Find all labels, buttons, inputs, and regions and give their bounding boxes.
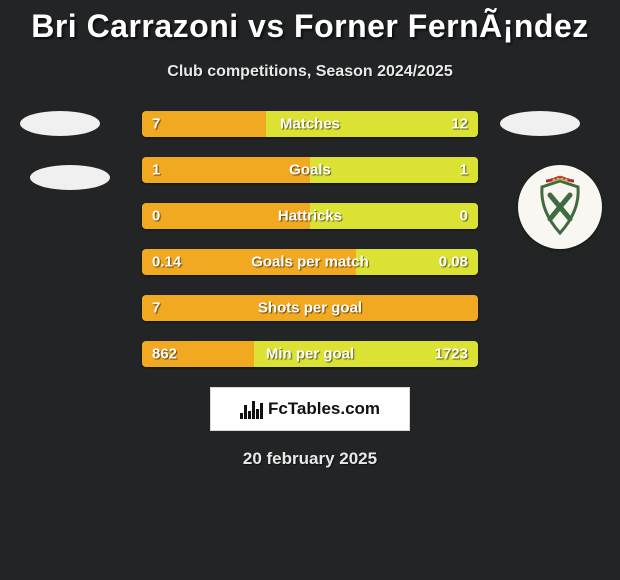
- stat-value-right: 0: [460, 208, 468, 225]
- stat-label: Hattricks: [278, 208, 342, 225]
- stat-row: 0 0 Hattricks: [142, 203, 478, 229]
- player-right-avatar-1: [500, 111, 580, 136]
- bars-icon: [240, 399, 264, 419]
- stat-value-right: 1723: [435, 346, 468, 363]
- stat-row: 7 12 Matches: [142, 111, 478, 137]
- bar-right: [310, 157, 478, 183]
- attribution: FcTables.com: [210, 387, 410, 431]
- stat-value-right: 12: [451, 116, 468, 133]
- stat-row: 7 Shots per goal: [142, 295, 478, 321]
- attribution-text: FcTables.com: [268, 399, 380, 419]
- player-left-avatar-2: [30, 165, 110, 190]
- date: 20 february 2025: [0, 449, 620, 469]
- stat-label: Min per goal: [266, 346, 354, 363]
- stat-value-right: 1: [460, 162, 468, 179]
- player-left-avatar-1: [20, 111, 100, 136]
- stat-row: 862 1723 Min per goal: [142, 341, 478, 367]
- stat-value-left: 1: [152, 162, 160, 179]
- shield-icon: [528, 175, 592, 239]
- stat-label: Shots per goal: [258, 300, 362, 317]
- stat-value-left: 7: [152, 300, 160, 317]
- stats-area: 7 12 Matches 1 1 Goals 0 0 Hattricks 0.14 0.08 Goal…: [0, 111, 620, 367]
- bar-left: [142, 111, 266, 137]
- stat-row: 1 1 Goals: [142, 157, 478, 183]
- subtitle: Club competitions, Season 2024/2025: [0, 63, 620, 81]
- bar-left: [142, 157, 310, 183]
- stat-value-left: 0.14: [152, 254, 181, 271]
- stat-rows: 7 12 Matches 1 1 Goals 0 0 Hattricks 0.14 0.08 Goal…: [142, 111, 478, 367]
- stat-value-right: 0.08: [439, 254, 468, 271]
- stat-value-left: 7: [152, 116, 160, 133]
- stat-value-left: 0: [152, 208, 160, 225]
- stat-row: 0.14 0.08 Goals per match: [142, 249, 478, 275]
- stat-value-left: 862: [152, 346, 177, 363]
- stat-label: Goals per match: [251, 254, 369, 271]
- stat-label: Matches: [280, 116, 340, 133]
- stat-label: Goals: [289, 162, 331, 179]
- page-title: Bri Carrazoni vs Forner FernÃ¡ndez: [0, 0, 620, 45]
- club-emblem: [518, 165, 602, 249]
